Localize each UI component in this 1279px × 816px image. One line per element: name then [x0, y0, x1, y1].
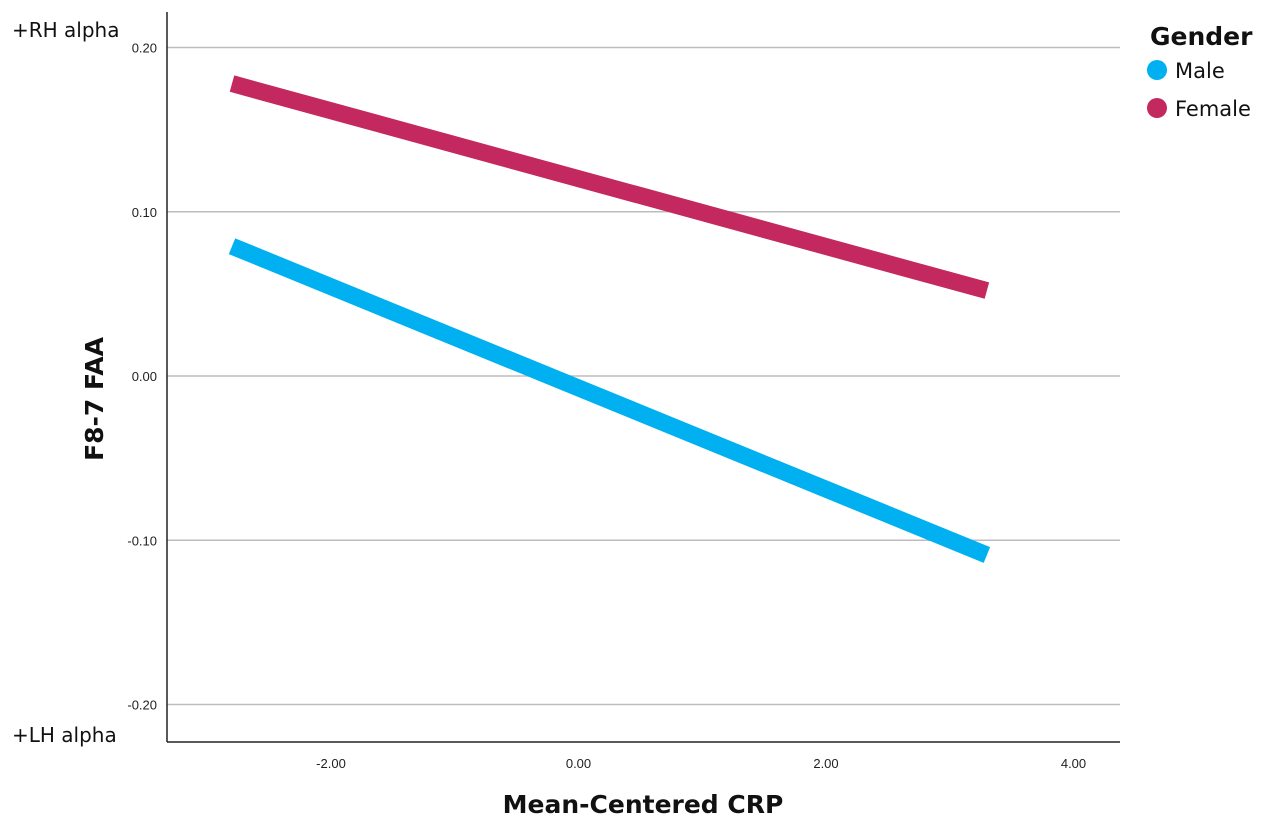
axes — [166, 12, 1120, 743]
annotation-rh-alpha: +RH alpha — [12, 18, 120, 42]
series-line-female — [229, 75, 990, 299]
x-axis-title: Mean-Centered CRP — [503, 790, 784, 816]
x-tick-label: 0.00 — [566, 756, 591, 771]
y-tick-label: -0.20 — [127, 698, 157, 713]
legend-title: Gender — [1150, 22, 1253, 51]
y-axis-title: F8-7 FAA — [80, 336, 109, 461]
series-line-male — [228, 238, 991, 563]
series-lines — [228, 75, 991, 563]
x-tick-label: -2.00 — [316, 756, 346, 771]
annotation-lh-alpha: +LH alpha — [12, 723, 117, 747]
legend-items: Male Female — [1147, 59, 1251, 121]
gridlines — [167, 46, 1120, 706]
y-tick-label: -0.10 — [127, 533, 157, 548]
legend-marker-male — [1147, 60, 1167, 80]
x-tick-label: 4.00 — [1061, 756, 1086, 771]
y-tick-label: 0.10 — [132, 205, 157, 220]
x-tick-label: 2.00 — [813, 756, 838, 771]
legend-label-male: Male — [1175, 59, 1225, 83]
y-tick-label: 0.00 — [132, 369, 157, 384]
legend-marker-female — [1147, 98, 1167, 118]
y-tick-labels: 0.20 0.10 0.00 -0.10 -0.20 — [127, 41, 157, 713]
x-tick-labels: -2.00 0.00 2.00 4.00 — [316, 756, 1086, 771]
y-tick-label: 0.20 — [132, 41, 157, 56]
legend: Gender Male Female — [1147, 22, 1253, 121]
legend-label-female: Female — [1175, 97, 1251, 121]
